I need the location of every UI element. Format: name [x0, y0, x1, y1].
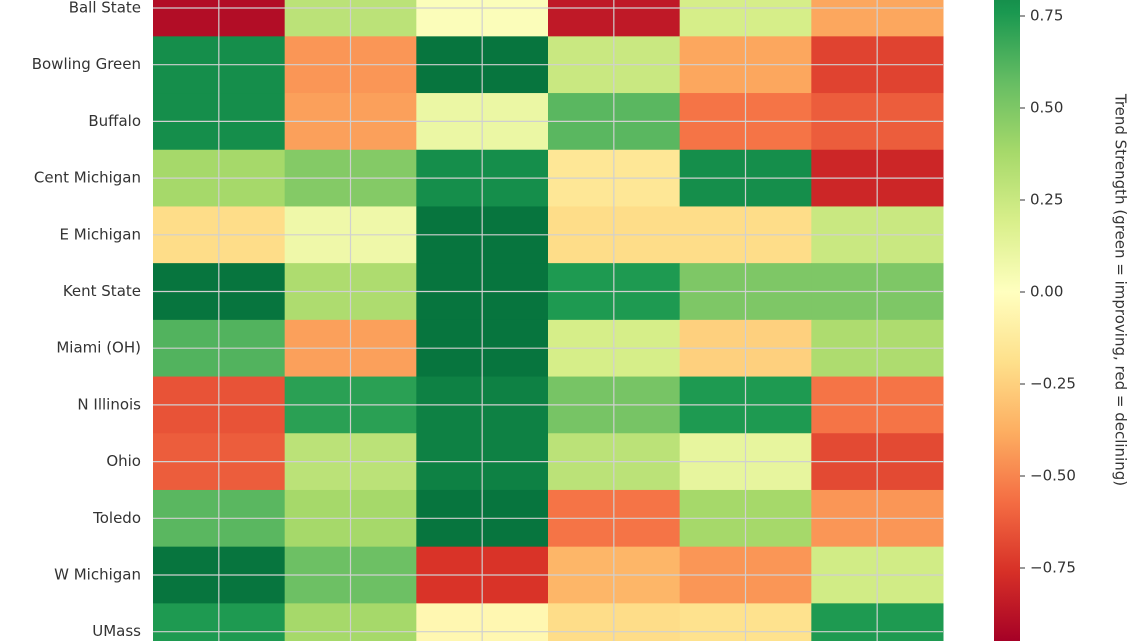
y-tick-label: N Illinois: [77, 395, 141, 413]
y-tick-label: Ball State: [69, 0, 141, 17]
y-tick-label: Cent Michigan: [34, 169, 141, 187]
y-tick-label: Ohio: [106, 452, 141, 470]
colorbar-tick-label: −0.25: [1030, 375, 1076, 393]
colorbar-label: Trend Strength (green = improving, red =…: [1112, 93, 1130, 486]
colorbar-tick-label: −0.75: [1030, 559, 1076, 577]
colorbar-tick-label: 0.50: [1030, 99, 1063, 117]
y-tick-label: E Michigan: [60, 225, 142, 243]
colorbar-tick-label: 0.75: [1030, 7, 1063, 25]
y-tick-label: W Michigan: [54, 566, 141, 584]
y-tick-label: Kent State: [63, 282, 141, 300]
y-tick-label: Bowling Green: [32, 55, 141, 73]
y-tick-label: UMass: [92, 622, 141, 640]
colorbar-tick-label: −0.50: [1030, 467, 1076, 485]
colorbar: [994, 0, 1020, 641]
y-tick-label: Miami (OH): [56, 339, 141, 357]
y-tick-label: Toledo: [92, 509, 141, 527]
colorbar-tick-label: 0.25: [1030, 191, 1063, 209]
y-tick-label: Buffalo: [88, 112, 141, 130]
colorbar-tick-label: 0.00: [1030, 283, 1063, 301]
